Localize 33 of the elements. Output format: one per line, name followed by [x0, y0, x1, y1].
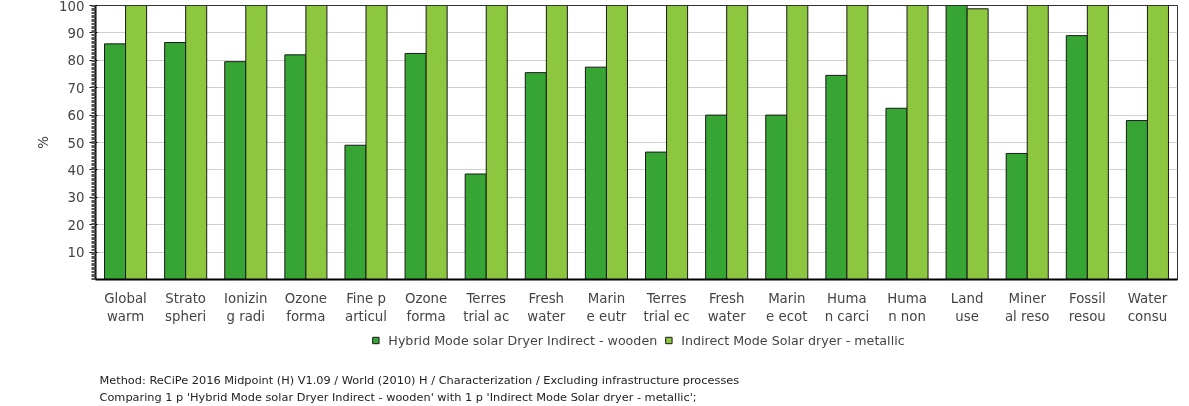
x-tick-label: Terres trial ac: [463, 290, 510, 324]
x-tick-label: Fresh water: [527, 290, 566, 324]
y-axis-title: %: [36, 136, 52, 149]
x-tick-label: Fossil resou: [1068, 290, 1106, 324]
x-tick-label: Land use: [950, 290, 984, 324]
x-tick-label: Terres trial ec: [643, 290, 690, 324]
x-tick-label: Marin e ecot: [766, 290, 808, 324]
y-tick-label: 50: [67, 135, 85, 151]
text: Comparing 1 p 'Hybrid Mode solar Dryer Indirect - wooden' with 1 p 'Indirect Mode Solar dryer - metallic';: [99, 390, 697, 404]
text: Method: ReCiPe 2016 Midpoint (H) V1.09 / World (2010) H / Characterization / Excluding infrastructure processes: [99, 373, 740, 387]
x-tick-label: Ionizin g radi: [224, 290, 268, 324]
x-tick-label: Strato spheri: [165, 290, 207, 324]
legend-label: Indirect Mode Solar dryer - metallic: [681, 332, 905, 348]
x-tick-label: Huma n carci: [824, 290, 870, 324]
x-tick-label: Fresh water: [707, 290, 747, 324]
y-tick-label: 100: [59, 0, 85, 14]
y-tick-label: 60: [67, 108, 85, 124]
y-tick-label: 10: [67, 245, 85, 261]
x-tick-label: Marin e eutr: [586, 290, 627, 324]
x-tick-label: Ozone forma: [284, 290, 328, 324]
x-tick-label: Water consu: [1127, 290, 1168, 324]
y-tick-label: 90: [67, 25, 85, 41]
y-tick-label: 30: [67, 190, 85, 206]
x-tick-label: Ozone forma: [404, 290, 448, 324]
y-tick-label: 40: [67, 162, 85, 178]
y-tick-label: 20: [67, 217, 85, 233]
x-tick-label: Miner al reso: [1004, 290, 1050, 324]
y-tick-label: 80: [67, 53, 85, 69]
x-tick-label: Fine p articul: [344, 290, 388, 324]
legend-label: Hybrid Mode solar Dryer Indirect - wooden: [388, 332, 658, 348]
x-tick-label: Global warm: [104, 290, 147, 324]
y-tick-label: 70: [67, 80, 85, 96]
x-tick-label: Huma n non: [887, 290, 927, 324]
